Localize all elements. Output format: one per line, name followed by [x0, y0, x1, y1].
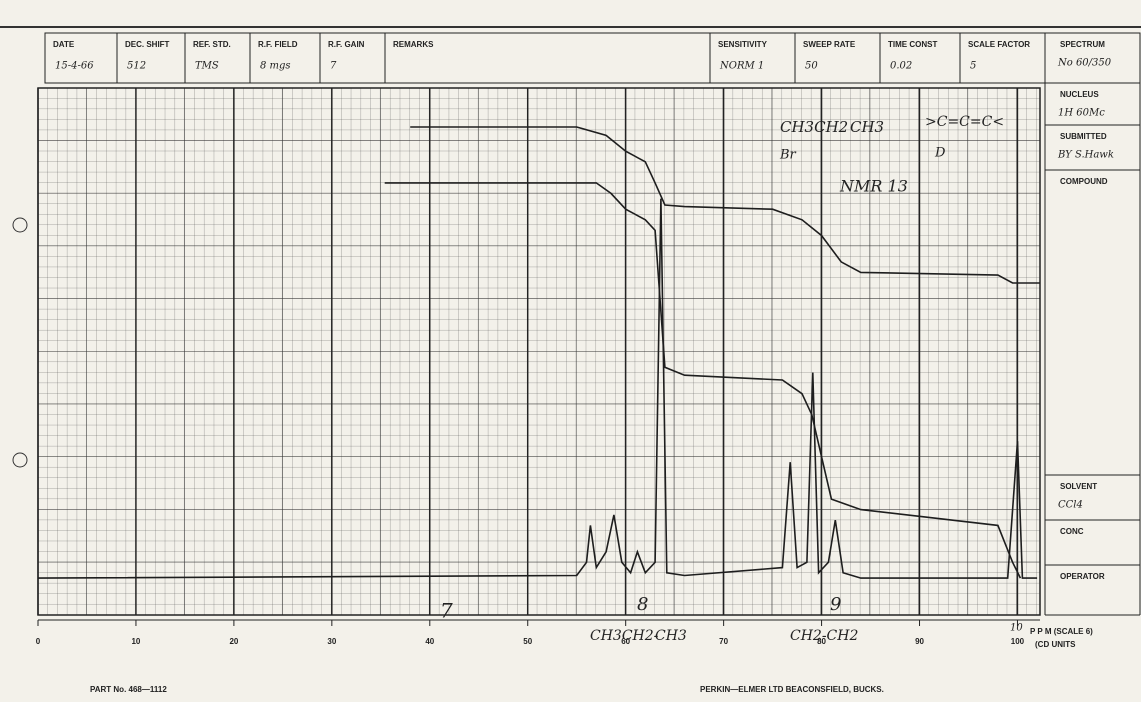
x-label-2: (CD UNITS: [1035, 640, 1076, 649]
header-label: SENSITIVITY: [718, 40, 768, 49]
x-tick-label: 100: [1011, 637, 1025, 646]
annotation: CH3CH2-: [590, 628, 659, 644]
annotation: 10: [1010, 623, 1023, 634]
punch-mark: [12, 452, 28, 468]
header-label: TIME CONST: [888, 40, 937, 49]
header-label: REMARKS: [393, 40, 434, 49]
annotation: CH3: [655, 628, 687, 644]
annotation: CH2-CH2: [790, 628, 858, 644]
x-tick-label: 40: [425, 637, 434, 646]
footer-maker: PERKIN—ELMER LTD BEACONSFIELD, BUCKS.: [700, 685, 884, 694]
side-value: No 60/350: [1057, 58, 1112, 69]
header-label: DEC. SHIFT: [125, 40, 170, 49]
side-label: CONC: [1060, 527, 1084, 536]
annotation: Br: [779, 148, 797, 163]
annotation: 7: [440, 599, 453, 623]
side-label: SUBMITTED: [1060, 132, 1107, 141]
header-value: 15-4-66: [55, 61, 94, 72]
punch-mark: [12, 217, 28, 233]
x-tick-label: 30: [327, 637, 336, 646]
header-value: 8 mgs: [260, 61, 291, 72]
side-label: COMPOUND: [1060, 177, 1108, 186]
header-label: SWEEP RATE: [803, 40, 856, 49]
header-value: 7: [330, 61, 337, 72]
annotation: NMR 13: [839, 177, 908, 196]
side-value: 1H 60Mc: [1058, 108, 1105, 119]
side-label: SOLVENT: [1060, 482, 1097, 491]
header-label: DATE: [53, 40, 75, 49]
annotation: D: [934, 146, 946, 161]
side-label: OPERATOR: [1060, 572, 1105, 581]
side-label: SPECTRUM: [1060, 40, 1105, 49]
header-value: 0.02: [890, 61, 912, 72]
header-value: TMS: [195, 61, 219, 72]
x-tick-label: 60: [621, 637, 630, 646]
header-value: 512: [127, 61, 146, 72]
header-label: R.F. GAIN: [328, 40, 365, 49]
x-tick-label: 50: [523, 637, 532, 646]
annotation: 9: [830, 594, 841, 615]
header-label: SCALE FACTOR: [968, 40, 1030, 49]
x-tick-label: 70: [719, 637, 728, 646]
header-value: 50: [805, 61, 818, 72]
annotation: CH3: [850, 118, 884, 136]
annotation: >C=C=C<: [925, 114, 1004, 130]
x-label: P P M (SCALE 6): [1030, 627, 1093, 636]
x-tick-label: 80: [817, 637, 826, 646]
header-label: R.F. FIELD: [258, 40, 298, 49]
trace: [384, 182, 1022, 579]
header-value: NORM 1: [719, 61, 764, 72]
x-tick-label: 10: [131, 637, 140, 646]
side-value: CCl4: [1058, 500, 1083, 511]
side-value: BY S.Hawk: [1057, 150, 1114, 161]
side-label: NUCLEUS: [1060, 90, 1099, 99]
header-value: 5: [970, 61, 976, 72]
x-tick-label: 0: [36, 637, 41, 646]
header-label: REF. STD.: [193, 40, 231, 49]
trace: [37, 198, 1038, 579]
x-tick-label: 90: [915, 637, 924, 646]
x-tick-label: 20: [229, 637, 238, 646]
major-grid: [37, 87, 1041, 616]
annotation: 8: [637, 594, 648, 615]
footer-part: PART No. 468—1112: [90, 685, 167, 694]
annotation: CH3CH2: [780, 118, 848, 136]
trace: [410, 126, 1040, 284]
